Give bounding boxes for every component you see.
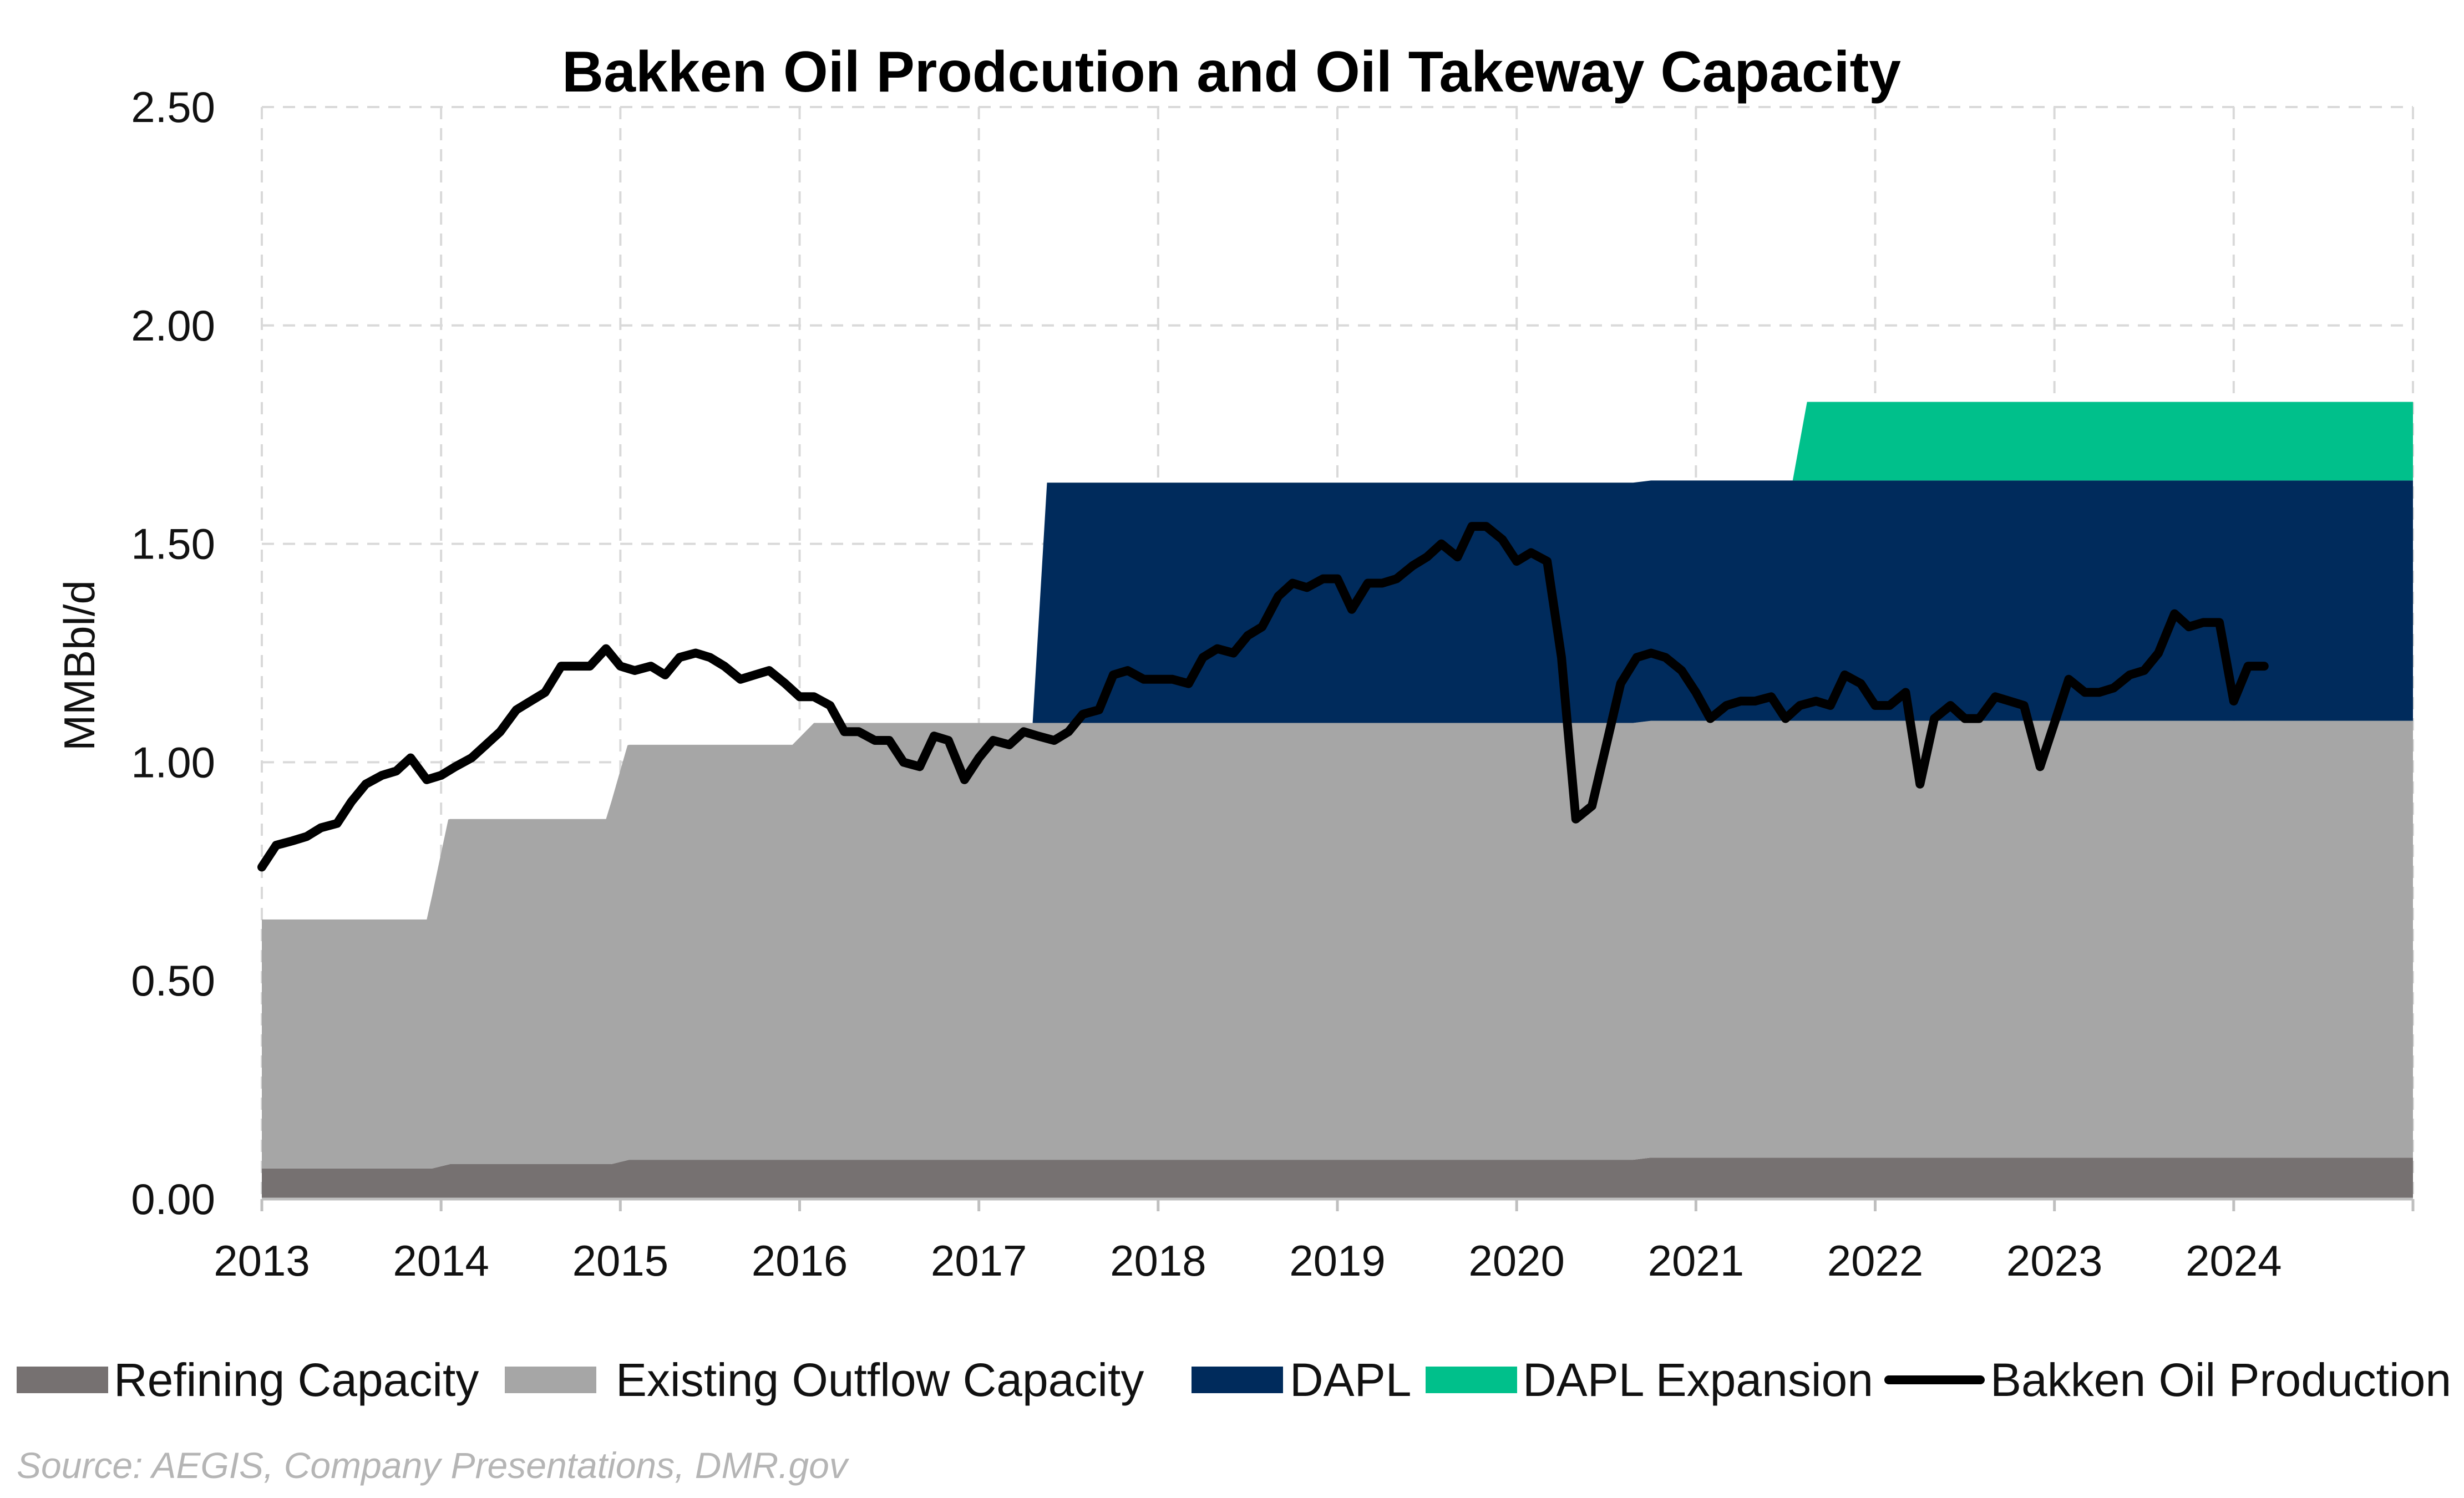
x-tick-label: 2014 bbox=[393, 1236, 489, 1285]
legend-swatch-refining-capacity bbox=[17, 1367, 108, 1393]
legend-swatch-existing-outflow-capacity bbox=[505, 1367, 596, 1393]
x-tick-label: 2013 bbox=[214, 1236, 310, 1285]
x-tick-label: 2018 bbox=[1110, 1236, 1206, 1285]
legend-label-bakken-oil-production: Bakken Oil Production bbox=[1990, 1354, 2451, 1406]
x-tick-labels: 2013 2014 2015 2016 2017 2018 2019 2020 2021 2022… bbox=[214, 1236, 2282, 1285]
chart-title: Bakken Oil Prodcution and Oil Takeway Ca… bbox=[562, 40, 1901, 104]
legend-swatch-dapl bbox=[1192, 1367, 1283, 1393]
plot-lines bbox=[257, 522, 2269, 872]
area-refining-capacity bbox=[262, 1157, 2413, 1199]
y-tick-labels: 0.00 0.50 1.00 1.50 2.00 2.50 bbox=[131, 83, 215, 1223]
area-dapl-expansion bbox=[262, 402, 2413, 920]
y-tick-label: 2.00 bbox=[131, 301, 215, 350]
plot-areas bbox=[262, 402, 2413, 1199]
x-tick-label: 2017 bbox=[931, 1236, 1027, 1285]
x-tick-label: 2023 bbox=[2006, 1236, 2103, 1285]
x-tick-label: 2016 bbox=[752, 1236, 848, 1285]
y-tick-label: 0.50 bbox=[131, 956, 215, 1005]
legend-label-dapl-expansion: DAPL Expansion bbox=[1523, 1354, 1873, 1406]
axes bbox=[260, 1197, 2415, 1211]
y-axis-label: MMBbl/d bbox=[55, 580, 104, 751]
area-dapl bbox=[262, 480, 2413, 920]
area-existing-outflow-capacity bbox=[262, 720, 2413, 1169]
y-tick-label: 0.00 bbox=[131, 1175, 215, 1223]
legend-swatch-dapl-expansion bbox=[1426, 1367, 1517, 1393]
legend: Refining Capacity Existing Outflow Capaci… bbox=[17, 1354, 2451, 1406]
line-bakken-oil-production bbox=[257, 522, 2269, 872]
source-note: Source: AEGIS, Company Presentations, DM… bbox=[17, 1445, 850, 1486]
x-tick-label: 2015 bbox=[572, 1236, 669, 1285]
x-tick-label: 2022 bbox=[1827, 1236, 1924, 1285]
y-tick-label: 1.00 bbox=[131, 738, 215, 786]
x-tick-label: 2024 bbox=[2186, 1236, 2282, 1285]
x-tick-label: 2020 bbox=[1468, 1236, 1565, 1285]
x-tick-label: 2019 bbox=[1289, 1236, 1386, 1285]
x-tick-label: 2021 bbox=[1648, 1236, 1745, 1285]
legend-label-refining-capacity: Refining Capacity bbox=[114, 1354, 479, 1406]
legend-label-dapl: DAPL bbox=[1290, 1354, 1411, 1406]
legend-label-existing-outflow-capacity: Existing Outflow Capacity bbox=[616, 1354, 1144, 1406]
y-tick-label: 2.50 bbox=[131, 83, 215, 131]
y-tick-label: 1.50 bbox=[131, 520, 215, 568]
